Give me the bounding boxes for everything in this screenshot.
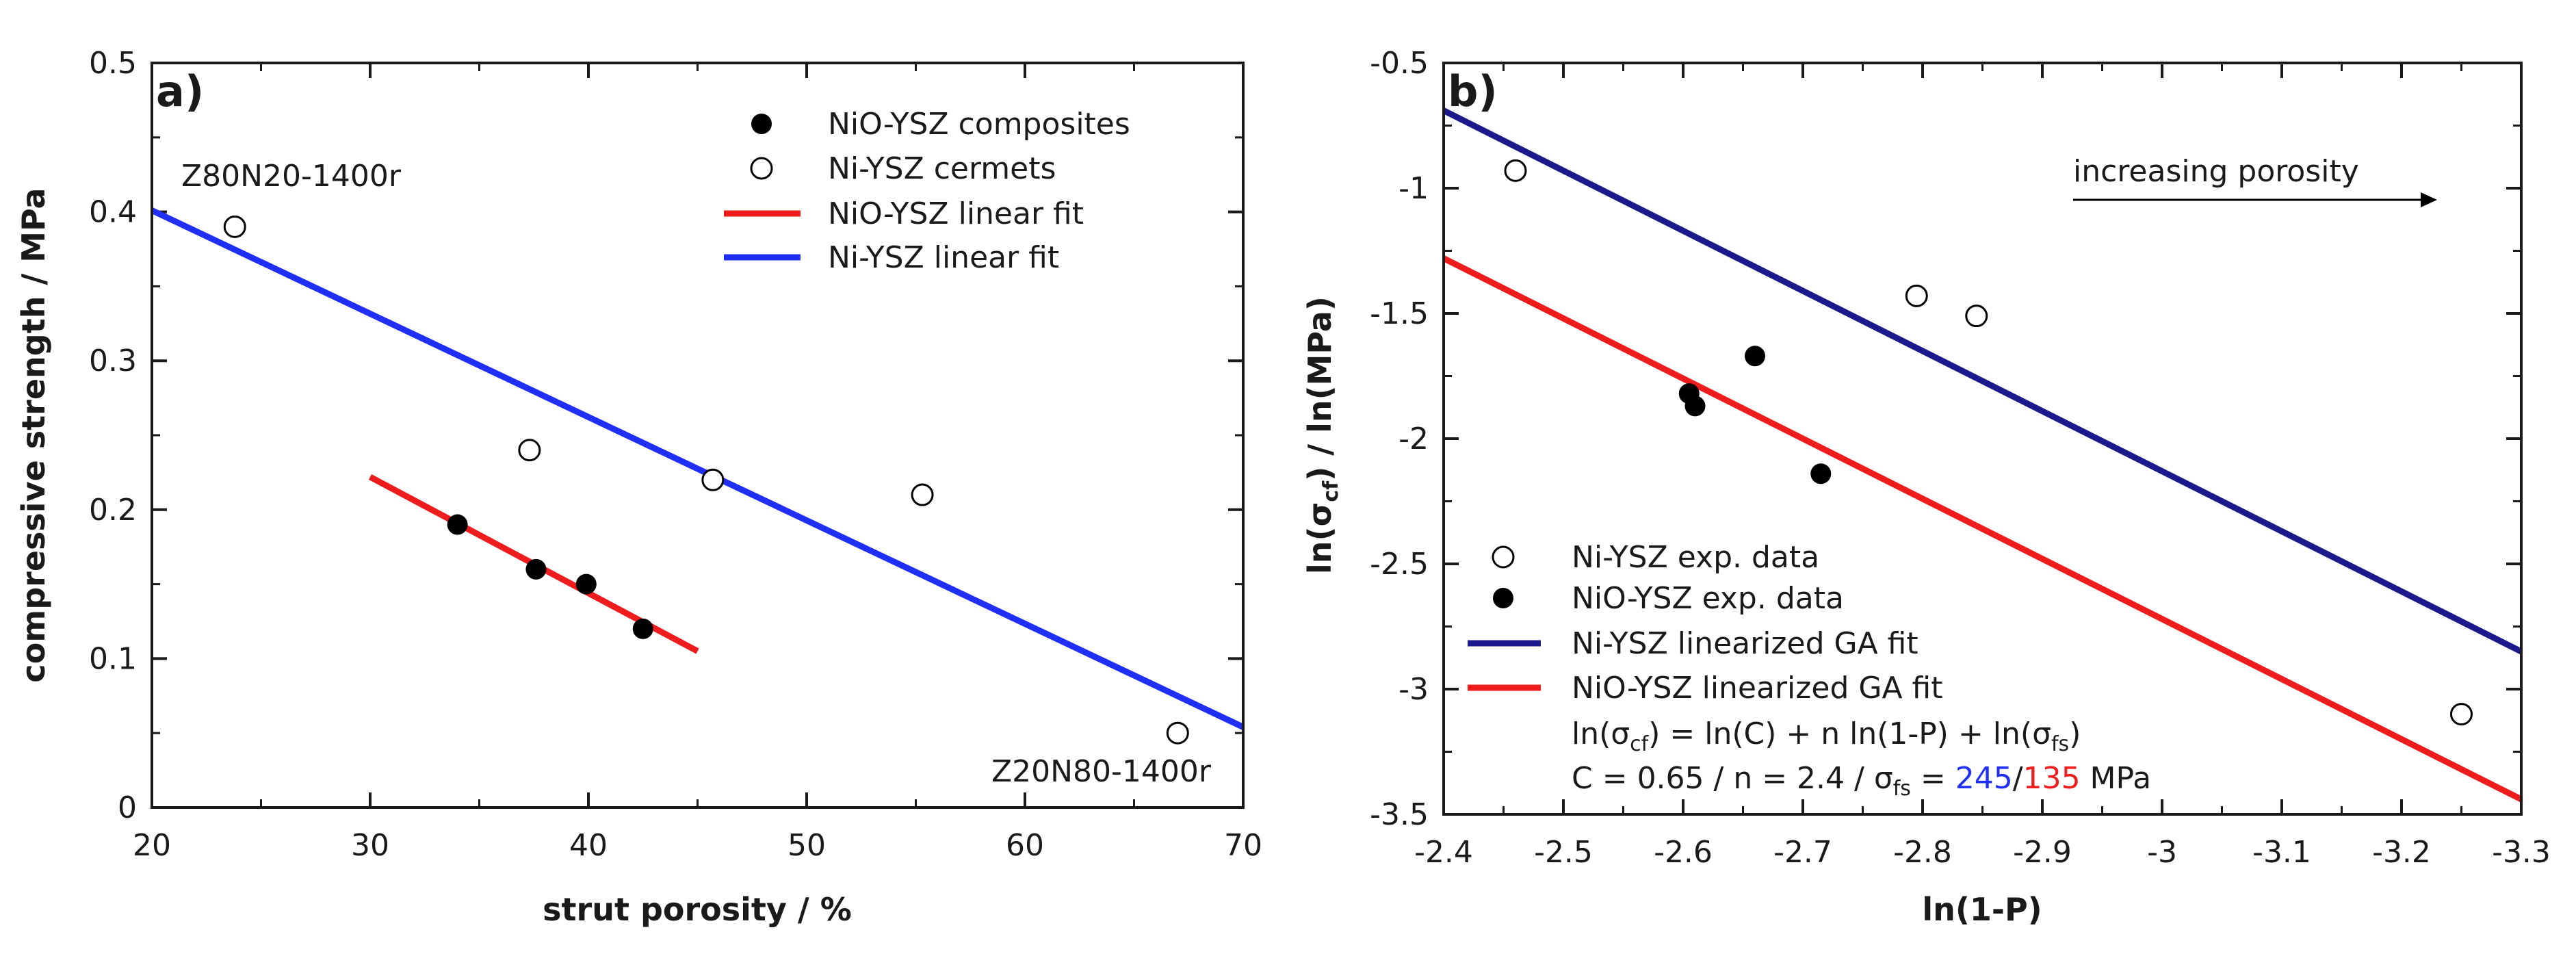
- legend-label-nio-fit: NiO-YSZ linear fit: [828, 196, 1084, 231]
- x-tick-label: -2.4: [1414, 835, 1473, 870]
- y-tick-label: -3: [1398, 672, 1429, 707]
- x-tick-label: 50: [788, 828, 826, 863]
- y-tick-label: -3.5: [1370, 797, 1429, 832]
- arrow-right-icon: [2421, 192, 2437, 207]
- panel-b-chart: -2.4 -2.5 -2.6 -2.7 -2.8 -2.9 -3 -3.1 -3.2 -3.3 -3…: [1301, 46, 2551, 928]
- sigma-fs-nio-value: 135: [2023, 761, 2081, 796]
- data-point-filled: [447, 514, 468, 535]
- y-tick-label: -1: [1398, 171, 1429, 206]
- legend-open-circle-icon: [1492, 545, 1515, 569]
- y-tick-label: 0.5: [89, 46, 137, 81]
- y-tick-label: -2.5: [1370, 547, 1429, 582]
- x-tick-label: 60: [1006, 828, 1044, 863]
- panel-a-marks: [151, 207, 1245, 745]
- legend-label-nio-ga-fit: NiO-YSZ linearized GA fit: [1572, 671, 1943, 706]
- panel-a-axes: 20 30 40 50 60 70 0 0.1 0.2 0.3 0.4 0.5: [89, 46, 1262, 863]
- legend-label-ni-fit: Ni-YSZ linear fit: [828, 240, 1059, 275]
- y-tick-label: 0.2: [89, 493, 137, 528]
- sigma-fs-ni-value: 245: [1955, 761, 2013, 796]
- legend-open-circle-icon: [750, 157, 773, 180]
- ga-parameters: C = 0.65 / n = 2.4 / σfs = 245/135 MPa: [1572, 761, 2151, 801]
- legend-filled-circle-icon: [1493, 588, 1513, 608]
- legend-label-ni-ga-fit: Ni-YSZ linearized GA fit: [1572, 626, 1918, 661]
- fit-line-nio-ysz-linearized-ga-fit: [1442, 255, 2523, 803]
- y-tick-label: 0: [118, 790, 137, 825]
- panel-b-legend: Ni-YSZ exp. data NiO-YSZ exp. data Ni-YS…: [1468, 540, 2151, 801]
- annotation-z20n80: Z20N80-1400r: [991, 754, 1212, 789]
- data-point-open: [701, 468, 725, 491]
- y-tick-label: -1.5: [1370, 296, 1429, 331]
- data-point-open: [518, 439, 541, 462]
- fit-line-ni-ysz-linearized-ga-fit: [1442, 107, 2523, 655]
- x-tick-label: -2.8: [1893, 835, 1952, 870]
- panel-b-axes: -2.4 -2.5 -2.6 -2.7 -2.8 -2.9 -3 -3.1 -3.2 -3.3 -3…: [1370, 46, 2551, 870]
- x-tick-label: -3: [2147, 835, 2177, 870]
- annotation-z80n20: Z80N20-1400r: [181, 159, 402, 194]
- y-tick-label: 0.4: [89, 195, 137, 230]
- legend-label-nio-exp: NiO-YSZ exp. data: [1572, 581, 1844, 616]
- data-point-open: [1504, 159, 1527, 182]
- panel-b-marks: [1442, 107, 2523, 803]
- fit-line-ni-ysz-linear-fit: [151, 207, 1245, 730]
- panel-b-xlabel: ln(1-P): [1922, 891, 2042, 928]
- y-tick-label: 0.3: [89, 344, 137, 378]
- data-point-open: [223, 215, 246, 238]
- x-tick-label: -2.6: [1654, 835, 1713, 870]
- x-tick-label: -3.1: [2252, 835, 2311, 870]
- data-point-filled: [525, 558, 547, 580]
- x-tick-label: 70: [1224, 828, 1262, 863]
- y-tick-label: -2: [1398, 422, 1429, 456]
- legend-filled-circle-icon: [751, 114, 772, 134]
- x-tick-label: 30: [351, 828, 389, 863]
- panel-b-label: b): [1448, 66, 1498, 116]
- panel-b-ylabel: ln(σcf) / ln(MPa): [1301, 296, 1343, 574]
- panel-a-legend: NiO-YSZ composites Ni-YSZ cermets NiO-YS…: [724, 107, 1130, 275]
- data-point-filled: [632, 618, 653, 639]
- data-point-open: [1965, 305, 1988, 328]
- panel-a-ylabel: compressive strength / MPa: [15, 188, 52, 682]
- increasing-porosity-label: increasing porosity: [2073, 154, 2359, 189]
- data-point-open: [1166, 721, 1189, 745]
- data-point-filled: [575, 573, 597, 595]
- x-tick-label: -2.9: [2013, 835, 2072, 870]
- panel-a-label: a): [156, 66, 204, 116]
- legend-label-ni-exp: Ni-YSZ exp. data: [1572, 540, 1819, 575]
- data-point-open: [1905, 284, 1928, 307]
- panel-a-chart: 20 30 40 50 60 70 0 0.1 0.2 0.3 0.4 0.5 a) strut po…: [15, 46, 1262, 928]
- y-tick-label: -0.5: [1370, 46, 1429, 81]
- x-tick-label: -2.5: [1534, 835, 1593, 870]
- data-point-filled: [1684, 396, 1706, 417]
- legend-label-ni-cermets: Ni-YSZ cermets: [828, 151, 1056, 186]
- panel-b-frame: [1442, 62, 2523, 816]
- data-point-open: [911, 483, 934, 506]
- ga-equation: ln(σcf) = ln(C) + n ln(1-P) + ln(σfs): [1572, 716, 2081, 756]
- x-tick-label: -3.3: [2492, 835, 2551, 870]
- x-tick-label: 40: [569, 828, 608, 863]
- x-tick-label: 20: [133, 828, 171, 863]
- panel-a-frame: [151, 62, 1245, 809]
- data-point-open: [2450, 703, 2473, 726]
- panel-a-xlabel: strut porosity / %: [543, 891, 852, 928]
- x-tick-label: -3.2: [2372, 835, 2431, 870]
- data-point-filled: [1810, 463, 1832, 485]
- data-point-filled: [1745, 346, 1765, 367]
- x-tick-label: -2.7: [1773, 835, 1832, 870]
- legend-label-nio-composites: NiO-YSZ composites: [828, 107, 1130, 142]
- y-tick-label: 0.1: [89, 641, 137, 676]
